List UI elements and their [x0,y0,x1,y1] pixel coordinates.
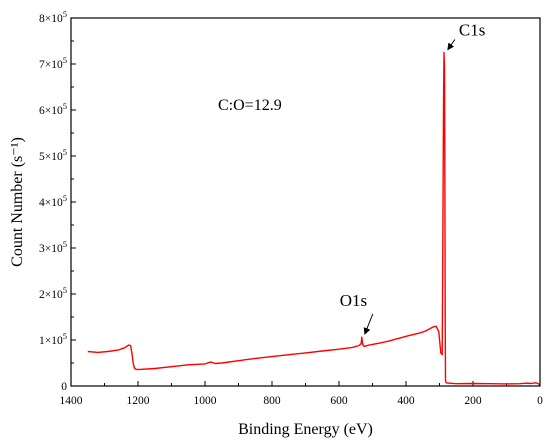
peak-labels: C1s O1s [340,21,485,335]
x-axis-ticks: 1400 1200 1000 800 600 400 200 0 [60,381,543,407]
y-tick-label: 4×105 [39,193,67,209]
x-tick-label: 1400 [60,395,83,407]
x-tick-label: 800 [263,395,281,407]
y-tick-label: 1×105 [39,331,67,347]
x-tick-label: 400 [397,395,415,407]
x-axis-title: Binding Energy (eV) [238,421,373,438]
x-tick-label: 200 [464,395,482,407]
y-axis-title: Count Number (s⁻¹) [9,137,26,267]
y-tick-label: 7×105 [39,55,67,71]
x-tick-label: 1200 [127,395,150,407]
y-tick-label: 5×105 [39,147,67,163]
peak-arrow [363,313,374,335]
y-tick-label: 3×105 [39,239,67,255]
y-tick-label: 8×105 [39,9,67,25]
series-line [87,51,541,386]
plot-frame [70,17,541,387]
y-tick-label: 6×105 [39,101,67,117]
peak-label: O1s [340,291,367,310]
peak-label: C1s [459,21,485,40]
y-tick-label: 2×105 [39,285,67,301]
peak-arrow [447,39,456,51]
series-layer [87,51,541,386]
ratio-annotation: C:O=12.9 [218,97,282,114]
y-axis-ticks: 0 1×105 2×105 3×105 4×105 5×105 6×105 7×105 8×10… [39,9,76,393]
x-tick-label: 600 [330,395,348,407]
x-tick-label: 0 [537,395,543,407]
x-tick-label: 1000 [194,395,217,407]
y-tick-label: 0 [61,381,67,393]
